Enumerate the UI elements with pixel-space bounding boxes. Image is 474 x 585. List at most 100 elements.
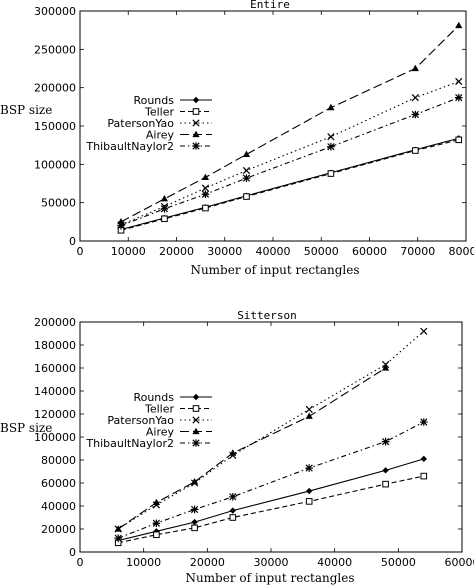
legend-label-thibaultnaylor2: ThibaultNaylor2 xyxy=(85,437,174,450)
y-tick-label: 250000 xyxy=(34,43,76,56)
data-point-rounds xyxy=(191,518,198,526)
series-airey xyxy=(114,364,390,532)
data-point-thibaultnaylor2 xyxy=(411,110,420,119)
data-point-thibaultnaylor2 xyxy=(201,190,210,199)
chart-title: Entire xyxy=(250,0,290,11)
data-point-thibaultnaylor2 xyxy=(190,505,199,514)
legend-marker-patersonyao xyxy=(192,416,200,424)
legend-label-airey: Airey xyxy=(146,426,175,439)
data-point-teller xyxy=(191,524,198,532)
legend-marker-thibaultnaylor2 xyxy=(192,439,200,447)
data-point-thibaultnaylor2 xyxy=(152,519,161,528)
legend-label-patersonyao: PatersonYao xyxy=(107,117,174,130)
y-tick-label: 120000 xyxy=(34,408,76,421)
y-tick-label: 0 xyxy=(69,546,76,559)
data-point-patersonyao xyxy=(201,184,210,192)
data-point-patersonyao xyxy=(242,166,251,175)
series-thibaultnaylor2 xyxy=(117,93,463,230)
data-point-airey xyxy=(455,21,463,29)
data-point-teller xyxy=(420,472,428,480)
data-point-thibaultnaylor2 xyxy=(117,221,125,230)
data-point-teller xyxy=(412,147,419,154)
data-point-airey xyxy=(229,449,237,456)
data-point-airey xyxy=(114,525,122,532)
series-line-teller xyxy=(120,139,459,231)
data-point-teller xyxy=(455,136,463,144)
data-point-teller xyxy=(202,204,209,212)
data-point-patersonyao xyxy=(420,327,428,335)
y-tick-label: 140000 xyxy=(34,385,76,398)
data-point-teller xyxy=(305,498,313,505)
data-point-rounds xyxy=(420,455,427,463)
x-tick-label: 50000 xyxy=(381,556,416,569)
x-tick-label: 50000 xyxy=(304,245,339,258)
chart-entire: Entire BSP size Number of input rectangl… xyxy=(0,0,474,277)
data-point-airey xyxy=(152,498,160,506)
data-point-teller xyxy=(382,480,389,488)
legend-marker-airey xyxy=(192,427,200,435)
x-tick-label: 20000 xyxy=(159,245,194,258)
data-point-teller xyxy=(161,215,168,223)
x-tick-label: 60000 xyxy=(445,556,474,569)
legend-marker-teller xyxy=(192,108,200,115)
legend-label-rounds: Rounds xyxy=(133,94,174,107)
data-point-airey xyxy=(242,150,251,157)
data-point-rounds xyxy=(153,528,160,535)
data-point-teller xyxy=(327,170,335,177)
data-point-airey xyxy=(117,218,125,225)
y-tick-label: 0 xyxy=(69,235,76,248)
data-point-patersonyao xyxy=(411,94,419,102)
legend-marker-patersonyao xyxy=(192,119,200,127)
legend-label-teller: Teller xyxy=(144,106,174,119)
series-airey xyxy=(117,21,463,225)
series-line-rounds xyxy=(118,458,424,542)
x-tick-label: 10000 xyxy=(126,556,161,569)
data-point-thibaultnaylor2 xyxy=(229,493,237,501)
x-tick-label: 30000 xyxy=(254,556,289,569)
data-point-airey xyxy=(382,364,390,371)
data-point-teller xyxy=(153,531,160,539)
y-tick-label: 100000 xyxy=(34,431,76,444)
data-point-thibaultnaylor2 xyxy=(305,464,313,472)
legend-label-patersonyao: PatersonYao xyxy=(107,414,174,427)
y-axis-label: BSP size xyxy=(0,103,52,117)
series-line-teller xyxy=(118,475,424,544)
data-point-airey xyxy=(191,478,199,485)
data-point-teller xyxy=(243,193,250,200)
data-point-thibaultnaylor2 xyxy=(327,142,335,151)
x-tick-label: 40000 xyxy=(256,245,291,258)
x-tick-label: 60000 xyxy=(352,245,387,258)
data-point-thibaultnaylor2 xyxy=(160,205,169,213)
y-tick-label: 160000 xyxy=(34,362,76,375)
data-point-airey xyxy=(160,195,169,202)
x-tick-label: 0 xyxy=(77,245,84,258)
x-tick-label: 40000 xyxy=(317,556,352,569)
series-line-airey xyxy=(117,367,386,530)
data-point-patersonyao xyxy=(327,133,335,141)
legend-label-teller: Teller xyxy=(144,403,174,416)
data-point-airey xyxy=(305,412,313,419)
y-axis-label: BSP size xyxy=(0,421,52,435)
series-thibaultnaylor2 xyxy=(114,418,428,542)
y-tick-label: 60000 xyxy=(41,477,76,490)
y-tick-label: 300000 xyxy=(34,5,76,18)
data-point-airey xyxy=(201,173,210,180)
data-point-thibaultnaylor2 xyxy=(242,174,251,182)
data-point-teller xyxy=(229,514,237,521)
x-axis-label: Number of input rectangles xyxy=(185,571,354,585)
y-tick-label: 40000 xyxy=(41,500,76,513)
y-tick-label: 80000 xyxy=(41,454,76,467)
y-tick-label: 200000 xyxy=(34,316,76,329)
x-tick-label: 30000 xyxy=(207,245,242,258)
legend-marker-rounds xyxy=(192,393,200,401)
legend-label-airey: Airey xyxy=(146,129,175,142)
legend-marker-teller xyxy=(192,405,200,412)
legend-label-thibaultnaylor2: ThibaultNaylor2 xyxy=(85,140,174,153)
data-point-rounds xyxy=(382,467,389,474)
x-tick-label: 70000 xyxy=(400,245,435,258)
data-point-patersonyao xyxy=(455,77,463,86)
data-point-airey xyxy=(411,64,419,72)
x-tick-label: 10000 xyxy=(111,245,146,258)
x-tick-label: 20000 xyxy=(190,556,225,569)
